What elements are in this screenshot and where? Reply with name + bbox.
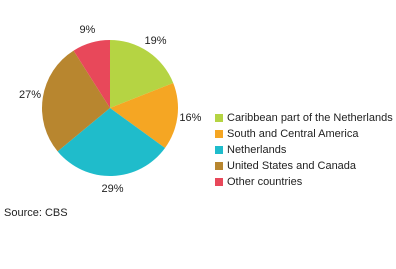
legend-swatch (215, 162, 223, 170)
slice-label: 29% (102, 183, 124, 195)
slice-label: 27% (19, 89, 41, 101)
legend-swatch (215, 178, 223, 186)
source-note: Source: CBS (4, 207, 68, 219)
legend-label: Other countries (227, 176, 303, 188)
slice-label: 19% (145, 35, 167, 47)
slice-label: 9% (79, 24, 95, 36)
legend-swatch (215, 114, 223, 122)
legend-label: Caribbean part of the Netherlands (227, 112, 393, 124)
pie-slice (110, 82, 178, 148)
pie-slice (73, 40, 110, 108)
legend-swatch (215, 130, 223, 138)
legend-swatch (215, 146, 223, 154)
legend-label: South and Central America (227, 128, 359, 140)
legend-label: United States and Canada (227, 160, 357, 172)
legend-label: Netherlands (227, 144, 287, 156)
pie-slice (57, 108, 166, 176)
pie-slice (41, 50, 110, 152)
slice-label: 16% (179, 112, 201, 124)
pie-slice (110, 40, 174, 108)
